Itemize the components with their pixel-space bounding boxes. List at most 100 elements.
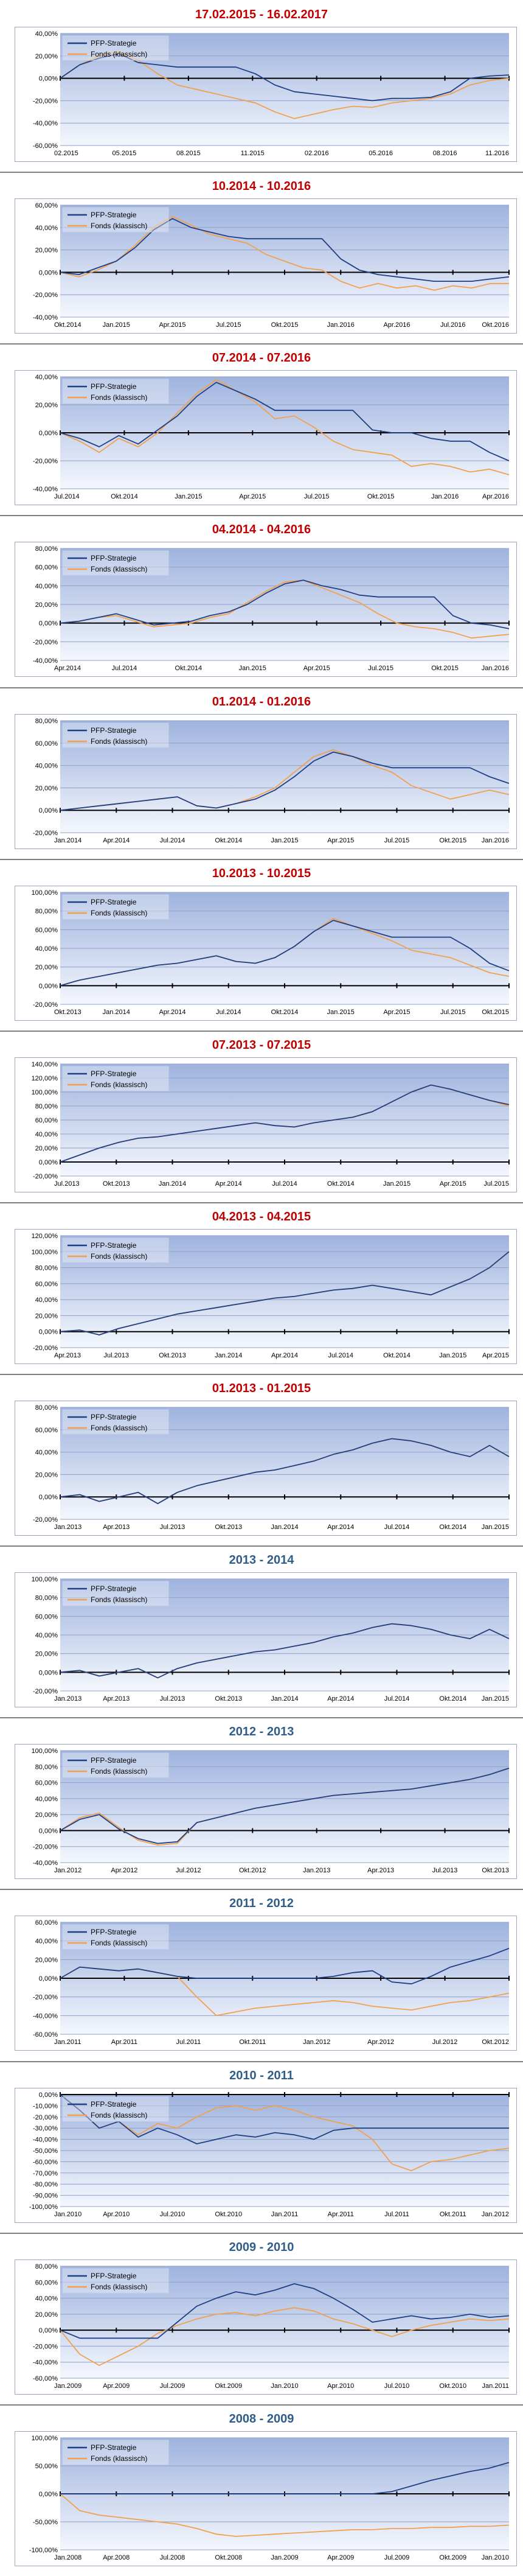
legend-label: PFP-Strategie [91, 2443, 137, 2452]
chart-title: 04.2014 - 04.2016 [212, 523, 311, 536]
y-tick-label: 20,00% [35, 785, 58, 792]
chart-svg: 100,00% 80,00% 60,00% 40,00% 20,00% 0,00% -20,… [32, 889, 510, 1016]
x-tick-label: 05.2016 [369, 150, 393, 157]
y-tick-label: -50,00% [33, 2147, 58, 2155]
y-tick-label: 140,00% [32, 1061, 58, 1068]
legend-label: PFP-Strategie [91, 1928, 137, 1936]
legend-box [62, 379, 169, 404]
legend-box [62, 1237, 169, 1263]
chart-svg: 60,00% 40,00% 20,00% 0,00% -20,00% -40,00% -60… [33, 1919, 510, 2046]
y-tick-label: 80,00% [35, 545, 58, 553]
series-line [60, 379, 510, 475]
y-tick-label: -20,00% [33, 458, 58, 465]
x-tick-label: Apr.2010 [103, 2211, 130, 2218]
series-line [60, 1948, 510, 1985]
x-tick-label: Okt.2013 [482, 1867, 509, 1874]
y-tick-label: -60,00% [33, 142, 58, 150]
legend-box [62, 2440, 169, 2465]
chart-frame: 140,00% 120,00% 100,00% 80,00% 60,00% 40,00% 2… [15, 1057, 517, 1192]
x-tick-label: Apr.2015 [440, 1180, 466, 1188]
chart-frame: 80,00% 60,00% 40,00% 20,00% 0,00% -20,00% -40,… [15, 542, 517, 677]
chart-svg: 80,00%60,00%40,00%20,00%0,00%-20,00%Jan.… [33, 718, 510, 844]
chart-svg: 140,00% 120,00% 100,00% 80,00% 60,00% 40,00% 2… [32, 1061, 510, 1188]
y-tick-label: -70,00% [33, 2170, 58, 2177]
chart-panel: 07.2013 - 07.2015 140,00% 120,00% 100,00% 80… [0, 1031, 523, 1202]
x-tick-label: Jul.2011 [176, 2039, 201, 2046]
y-tick-label: -20,00% [33, 1994, 58, 2001]
chart-svg: 40,00% 20,00% 0,00% -20,00% -40,00%Jul.2014 O… [33, 374, 510, 500]
x-tick-label: Jan.2011 [271, 2211, 298, 2218]
chart-panel: 04.2013 - 04.2015 120,00% 100,00% 80,00% 60,… [0, 1202, 523, 1374]
x-tick-label: Okt.2014 [111, 493, 138, 500]
chart-svg: 120,00% 100,00% 80,00% 60,00% 40,00% 20,00% 0,… [32, 1233, 510, 1359]
y-tick-label: -10,00% [33, 2102, 58, 2110]
series-line [60, 53, 510, 102]
x-tick-label: Jan.2013 [54, 1695, 81, 1703]
panel-divider [0, 172, 523, 173]
legend-label: PFP-Strategie [91, 726, 137, 735]
y-tick-label: 0,00% [39, 807, 58, 814]
legend-label: PFP-Strategie [91, 1413, 137, 1421]
legend-label: PFP-Strategie [91, 1584, 137, 1593]
y-tick-label: 60,00% [35, 2279, 58, 2286]
x-tick-label: Okt.2013 [54, 1009, 81, 1016]
y-tick-label: 80,00% [35, 1103, 58, 1110]
legend-label: PFP-Strategie [91, 1756, 137, 1765]
y-tick-label: 20,00% [35, 1651, 58, 1658]
x-tick-label: Jan.2010 [482, 2554, 509, 2561]
chart-title: 2008 - 2009 [229, 2412, 294, 2426]
x-tick-label: Apr.2013 [103, 1524, 130, 1531]
chart-panel: 01.2013 - 01.2015 80,00% 60,00% 40,00% 20,00… [0, 1374, 523, 1545]
y-tick-label: 60,00% [35, 1780, 58, 1787]
x-tick-label: Jan.2012 [303, 2039, 330, 2046]
x-tick-label: Jan.2014 [215, 1352, 242, 1359]
x-tick-label: Jan.2010 [271, 2382, 298, 2390]
x-tick-label: Okt.2010 [439, 2382, 466, 2390]
series-line [60, 1251, 510, 1335]
y-tick-label: 0,00% [39, 269, 58, 276]
series-line [60, 2094, 509, 2144]
x-tick-label: Jan.2009 [54, 2382, 81, 2390]
x-tick-label: Okt.2013 [215, 1524, 242, 1531]
x-tick-label: Jan.2015 [271, 837, 298, 844]
x-tick-label: Okt.2013 [215, 1695, 242, 1703]
chart-panel: 2009 - 2010 80,00% 60,00% 40,00% 20,00% 0,00%… [0, 2233, 523, 2404]
panel-divider [0, 2233, 523, 2234]
legend-box [62, 2268, 169, 2294]
legend-box [62, 35, 169, 61]
x-tick-label: Jul.2012 [432, 2039, 458, 2046]
x-tick-label: Jul.2015 [483, 1180, 509, 1188]
chart-frame: 100,00% 50,00% 0,00% -50,00% -100,00% Jan.200… [15, 2431, 517, 2566]
y-tick-label: 20,00% [35, 1956, 58, 1964]
legend-label: Fonds (klassisch) [91, 393, 147, 402]
x-tick-label: 08.2015 [176, 150, 201, 157]
y-tick-label: 80,00% [35, 2263, 58, 2270]
chart-panel: 2008 - 2009 100,00% 50,00% 0,00% -50,00% -100… [0, 2404, 523, 2576]
plot-area [60, 2266, 509, 2378]
y-tick-label: 20,00% [35, 1471, 58, 1479]
y-tick-label: 80,00% [35, 908, 58, 915]
y-tick-label: 60,00% [35, 1427, 58, 1434]
y-tick-label: 20,00% [35, 601, 58, 609]
legend-label: Fonds (klassisch) [91, 2111, 147, 2119]
legend-label: Fonds (klassisch) [91, 2454, 147, 2463]
y-tick-label: 80,00% [35, 1265, 58, 1272]
series-line [60, 1623, 510, 1679]
y-tick-label: -40,00% [33, 2012, 58, 2020]
x-tick-label: Jul.2009 [160, 2382, 185, 2390]
x-tick-label: Apr.2008 [103, 2554, 130, 2561]
chart-svg: 40,00%20,00%0,00%-20,00%-40,00%-60,00%02… [33, 30, 510, 157]
x-tick-label: Okt.2010 [215, 2211, 242, 2218]
series-line [60, 51, 510, 119]
legend-box [62, 894, 169, 920]
y-tick-label: 40,00% [35, 225, 58, 232]
chart-title: 07.2013 - 07.2015 [212, 1038, 311, 1052]
y-tick-label: 100,00% [32, 889, 58, 897]
y-tick-label: 0,00% [39, 982, 58, 990]
x-tick-label: Jan.2015 [103, 321, 130, 329]
y-tick-label: 20,00% [35, 247, 58, 254]
series-line [60, 1438, 510, 1505]
panel-divider [0, 1374, 523, 1375]
x-tick-label: Okt.2016 [482, 321, 509, 329]
